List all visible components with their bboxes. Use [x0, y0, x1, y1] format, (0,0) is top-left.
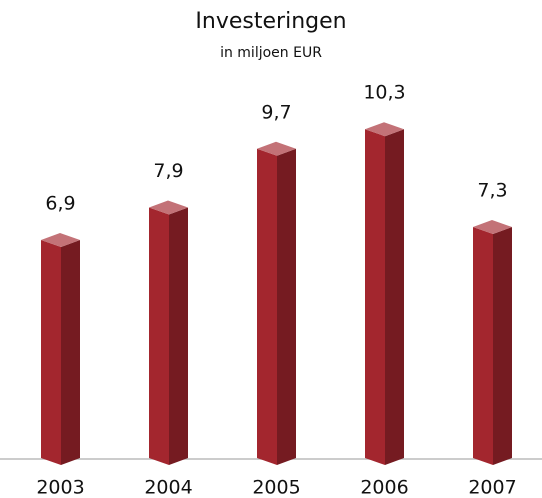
bar-front: [365, 129, 385, 465]
bar-side: [385, 129, 404, 465]
bar-side: [277, 148, 296, 465]
bar: [365, 122, 404, 465]
value-label: 6,9: [45, 193, 75, 215]
bar-top: [41, 233, 80, 248]
bar-side: [493, 227, 512, 465]
x-tick-label: 2004: [144, 477, 192, 498]
bar-front: [257, 148, 277, 465]
bar-top: [473, 220, 512, 235]
value-label: 7,9: [153, 160, 183, 182]
bar: [149, 200, 188, 465]
chart-title: Investeringen: [195, 9, 346, 34]
bar-side: [169, 207, 188, 465]
bar-top: [149, 200, 188, 215]
bar: [473, 220, 512, 465]
x-tick-label: 2003: [36, 477, 84, 498]
x-tick-label: 2007: [468, 477, 516, 498]
value-label: 10,3: [363, 82, 405, 104]
value-label: 9,7: [261, 101, 291, 123]
bar-front: [473, 227, 493, 465]
bar-front: [149, 207, 169, 465]
chart-subtitle: in miljoen EUR: [220, 45, 322, 61]
bar: [41, 233, 80, 465]
bar: [257, 141, 296, 465]
value-label: 7,3: [477, 180, 507, 202]
x-tick-label: 2006: [360, 477, 408, 498]
x-tick-label: 2005: [252, 477, 300, 498]
bar-front: [41, 240, 61, 465]
bar-side: [61, 240, 80, 465]
bar-top: [365, 122, 404, 137]
bar-top: [257, 141, 296, 156]
